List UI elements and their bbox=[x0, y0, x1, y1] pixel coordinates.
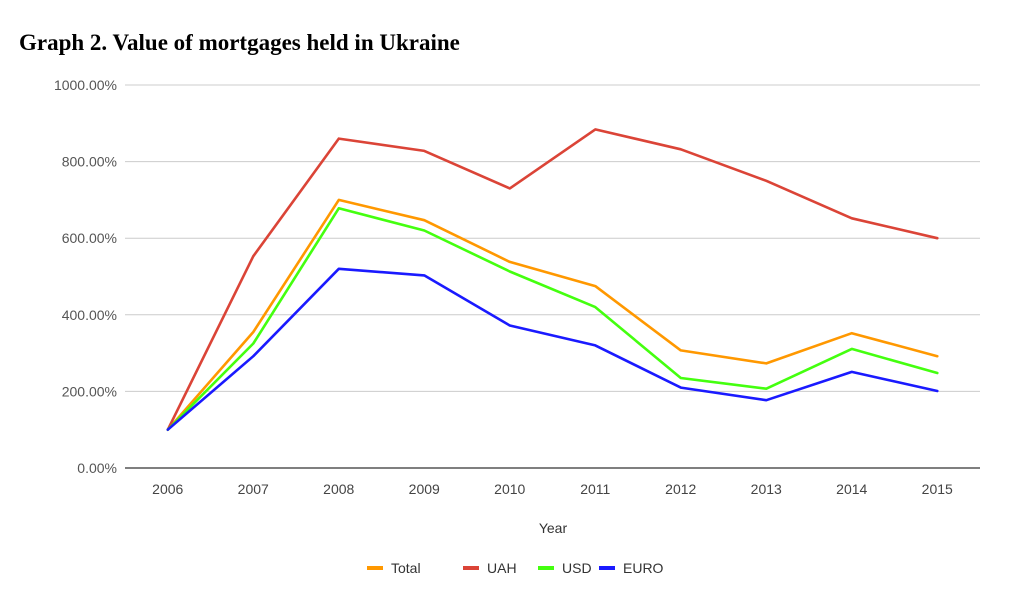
x-tick-label: 2015 bbox=[922, 481, 953, 497]
x-tick-label: 2011 bbox=[580, 481, 610, 497]
legend-label: Total bbox=[391, 560, 421, 576]
x-tick-label: 2006 bbox=[152, 481, 183, 497]
x-axis-title: Year bbox=[539, 520, 568, 536]
y-tick-label: 400.00% bbox=[62, 307, 117, 323]
y-tick-label: 600.00% bbox=[62, 230, 117, 246]
x-tick-label: 2013 bbox=[751, 481, 782, 497]
x-tick-label: 2012 bbox=[665, 481, 696, 497]
y-tick-label: 1000.00% bbox=[54, 77, 117, 93]
x-axis-ticks: 2006 2007 2008 2009 2010 2011 2012 2013 2014 2015 bbox=[152, 481, 953, 497]
x-tick-label: 2010 bbox=[494, 481, 525, 497]
y-tick-label: 0.00% bbox=[77, 460, 117, 476]
legend-label: USD bbox=[562, 560, 592, 576]
legend-item-uah[interactable]: UAH bbox=[463, 560, 517, 576]
page-title: Graph 2. Value of mortgages held in Ukra… bbox=[19, 30, 460, 55]
legend-label: UAH bbox=[487, 560, 517, 576]
legend-item-usd[interactable]: USD bbox=[538, 560, 592, 576]
legend: Total UAH USD EURO bbox=[367, 560, 664, 576]
series-lines bbox=[166, 128, 939, 432]
legend-item-euro[interactable]: EURO bbox=[599, 560, 664, 576]
y-tick-label: 200.00% bbox=[62, 383, 117, 399]
series-line-total bbox=[166, 198, 939, 432]
x-tick-label: 2007 bbox=[238, 481, 269, 497]
series-line-uah bbox=[166, 128, 939, 432]
x-tick-label: 2009 bbox=[409, 481, 440, 497]
legend-label: EURO bbox=[623, 560, 664, 576]
gridlines bbox=[125, 84, 980, 469]
legend-item-total[interactable]: Total bbox=[367, 560, 421, 576]
series-line-usd bbox=[166, 207, 939, 432]
x-tick-label: 2008 bbox=[323, 481, 354, 497]
x-tick-label: 2014 bbox=[836, 481, 867, 497]
y-axis-ticks: 0.00% 200.00% 400.00% 600.00% 800.00% 1000.00… bbox=[54, 77, 117, 476]
y-tick-label: 800.00% bbox=[62, 154, 117, 170]
series-line-euro bbox=[166, 267, 939, 432]
